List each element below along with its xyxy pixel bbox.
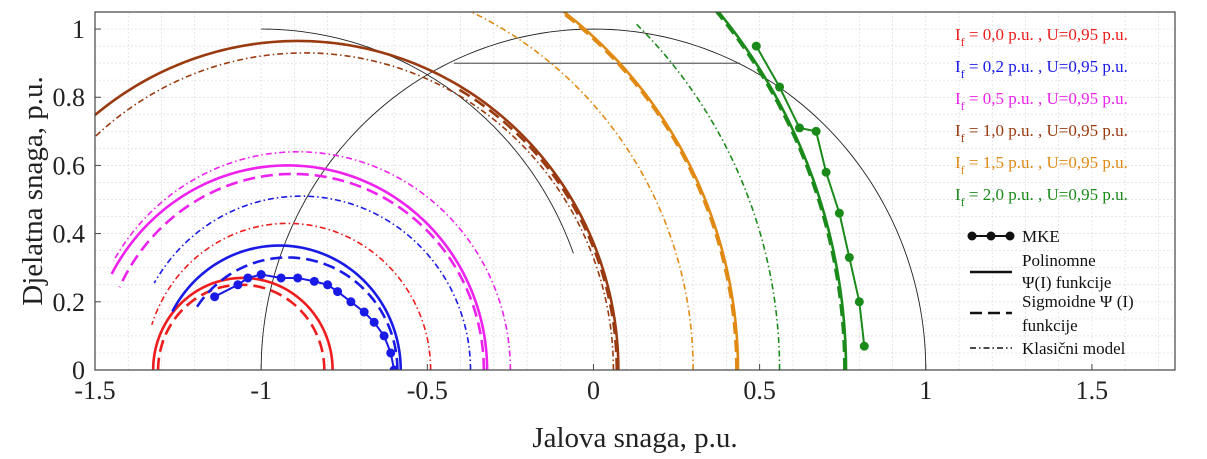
mke-point <box>811 126 821 136</box>
mke-point <box>859 341 869 351</box>
mke-point <box>359 307 369 317</box>
x-axis-ticks: -1.5 -1 -0.5 0 0.5 1 1.5 <box>74 364 1108 405</box>
polynomial-curve <box>561 12 740 370</box>
x-tick-label: 1 <box>919 376 932 405</box>
y-tick-label: 0.6 <box>53 151 86 180</box>
x-tick-label: -0.5 <box>407 376 448 405</box>
legend-entry-5: If = 2,0 p.u. , U=0,95 p.u. <box>955 185 1128 209</box>
key-mke-label: MKE <box>1022 227 1060 246</box>
sigmoid-curve <box>118 172 486 370</box>
x-tick-label: -1 <box>250 376 272 405</box>
classic-model-curve <box>112 150 512 370</box>
classic-model-curve <box>153 195 472 370</box>
mke-point <box>844 252 854 262</box>
polynomial-curve <box>151 276 334 370</box>
key-sig-label-line1: Sigmoidne Ψ (I) <box>1022 292 1134 311</box>
polynomial-curve <box>110 164 489 370</box>
y-axis-ticks: 0 0.2 0.4 0.6 0.8 1 <box>53 15 101 385</box>
series-group <box>95 12 869 370</box>
plot-frame <box>94 11 1176 371</box>
mke-point <box>243 273 253 283</box>
mke-point <box>854 297 864 307</box>
key-poly-label-line2: Ψ(I) funkcije <box>1022 273 1111 292</box>
mke-point <box>821 167 831 177</box>
legend-entry-4: If = 1,5 p.u. , U=0,95 p.u. <box>955 153 1128 177</box>
mke-point <box>309 276 319 286</box>
key-classic-label: Klasični model <box>1022 339 1126 358</box>
stator-limit-circle <box>260 28 927 370</box>
series-3 <box>95 39 620 370</box>
key-poly-label-line1: Polinomne <box>1022 251 1096 270</box>
mke-point <box>346 297 356 307</box>
y-tick-label: 0.4 <box>53 220 86 249</box>
key-mke-marker <box>967 231 977 241</box>
mke-point <box>210 292 220 302</box>
legend: If = 0,0 p.u. , U=0,95 p.u. If = 0,2 p.u.… <box>955 25 1128 209</box>
mke-point <box>323 280 333 290</box>
mke-point <box>256 270 266 280</box>
polynomial-curve <box>716 12 848 370</box>
legend-entry-0: If = 0,0 p.u. , U=0,95 p.u. <box>955 25 1128 49</box>
mke-point <box>369 317 379 327</box>
mke-point <box>276 273 286 283</box>
legend-entry-2: If = 0,5 p.u. , U=0,95 p.u. <box>955 89 1128 113</box>
y-tick-label: 0.8 <box>53 83 86 112</box>
key-sig-label-line2: funkcije <box>1022 316 1078 335</box>
mke-point <box>379 331 389 341</box>
legend-entry-3: If = 1,0 p.u. , U=0,95 p.u. <box>955 121 1128 145</box>
mke-point <box>386 348 396 358</box>
sigmoid-curve <box>559 12 738 370</box>
series-5 <box>635 12 869 370</box>
mke-point <box>775 82 785 92</box>
mke-point <box>389 365 399 370</box>
series-2 <box>110 150 512 370</box>
y-tick-label: 0 <box>72 356 85 385</box>
x-axis-label: Jalova snaga, p.u. <box>532 422 737 454</box>
mke-point <box>333 287 343 297</box>
series-1 <box>153 195 472 370</box>
y-tick-label: 0.2 <box>53 288 86 317</box>
legend-entry-1: If = 0,2 p.u. , U=0,95 p.u. <box>955 57 1128 81</box>
sigmoid-curve <box>714 12 846 370</box>
mke-point <box>751 41 761 51</box>
sigmoid-curve <box>193 256 399 370</box>
mke-point <box>233 280 243 290</box>
x-tick-label: -1.5 <box>74 376 115 405</box>
mke-point <box>834 208 844 218</box>
classic-model-curve <box>95 52 615 370</box>
sigmoid-curve <box>458 88 619 370</box>
y-axis-label: Djelatna snaga, p.u. <box>17 76 49 306</box>
classic-model-curve <box>151 222 432 370</box>
series-4 <box>469 12 740 370</box>
key-mke-marker <box>986 231 996 241</box>
polynomial-curve <box>95 39 620 370</box>
mke-point <box>293 273 303 283</box>
y-tick-label: 1 <box>72 15 85 44</box>
mke-point <box>794 123 804 133</box>
key-mke-marker <box>1005 231 1015 241</box>
classic-model-curve <box>635 23 781 370</box>
x-tick-label: 1.5 <box>1076 376 1109 405</box>
x-tick-label: 0 <box>587 376 600 405</box>
x-tick-label: 0.5 <box>743 376 776 405</box>
polynomial-curve <box>171 244 403 370</box>
line-style-key: MKE Polinomne Ψ(I) funkcije Sigmoidne Ψ … <box>967 227 1134 358</box>
